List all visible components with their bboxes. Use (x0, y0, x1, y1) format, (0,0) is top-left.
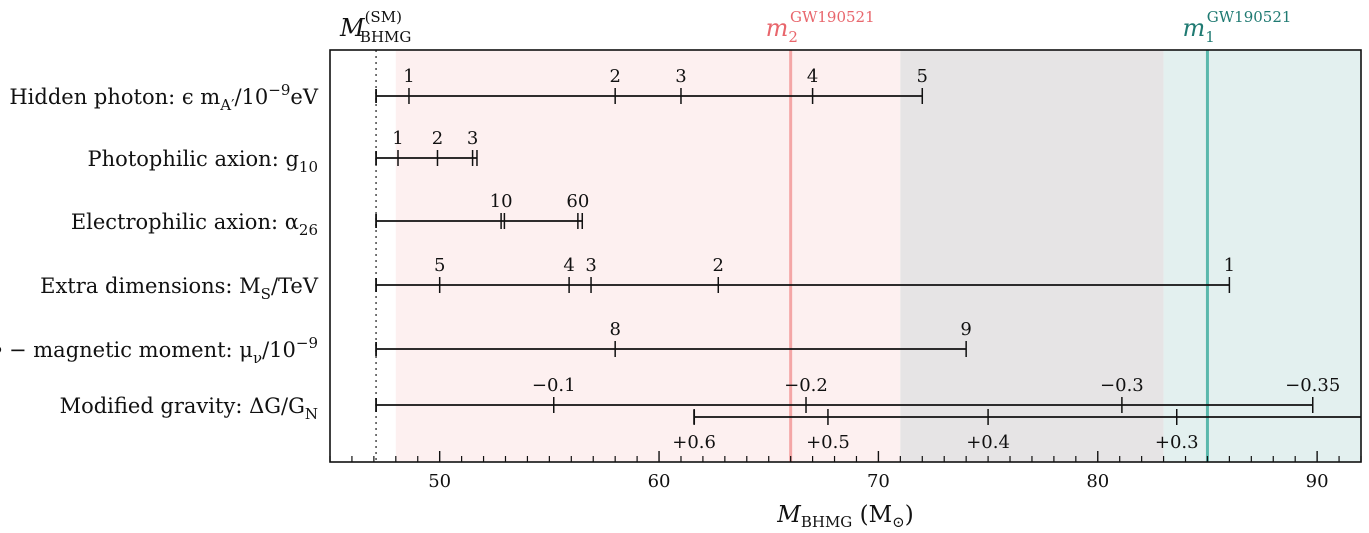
row-label-0: Hidden photon: ϵ mA′/10−9eV (9, 81, 318, 114)
row-5-mark-label-1: −0.2 (784, 375, 828, 396)
row-2-mark-label-2: 60 (566, 191, 589, 212)
x-tick-label-80: 80 (1086, 471, 1109, 492)
x-tick-label-50: 50 (428, 471, 451, 492)
x-tick-label-90: 90 (1306, 471, 1329, 492)
x-tick-label-60: 60 (648, 471, 671, 492)
row-5-positive-mark-label-2: +0.4 (966, 432, 1010, 453)
row-0-mark-label-0: 1 (403, 66, 414, 87)
row-3-mark-label-4: 1 (1224, 255, 1235, 276)
row-label-3: Extra dimensions: MS/TeV (40, 274, 319, 303)
row-3-mark-label-3: 2 (713, 255, 724, 276)
plot-frame (329, 49, 1362, 463)
row-5-positive-mark-label-0: +0.6 (672, 432, 716, 453)
row-label-5: Modified gravity: ΔG/GN (60, 394, 318, 423)
x-tick-label-70: 70 (867, 471, 890, 492)
row-4-mark-label-1: 9 (960, 319, 971, 340)
row-label-4: ν − magnetic moment: μν/10−9 (0, 334, 318, 367)
row-1-mark-label-2: 3 (467, 128, 478, 149)
row-1-mark-label-1: 2 (432, 128, 443, 149)
region-band-1 (900, 50, 1164, 462)
row-labels: Hidden photon: ϵ mA′/10−9eV Photophilic a… (0, 81, 319, 423)
model-rows: 1 2 3 4 51 2 310 605 4 3 2 18 9−0.1 −0.2 −0.3 −0.35+0.6… (375, 66, 1361, 453)
row-0-mark-label-1: 2 (609, 66, 620, 87)
sm-label: M(SM) BHMG (339, 8, 411, 46)
gw-label-m1: m1GW190521 (1182, 8, 1291, 46)
gw-label-m2: m2GW190521 (766, 8, 875, 46)
row-5-positive-mark-label-3: +0.3 (1155, 432, 1199, 453)
row-label-1: Photophilic axion: g10 (88, 147, 318, 176)
gw190521-mass-lines (789, 50, 1209, 462)
row-1-mark-label-0: 1 (392, 128, 403, 149)
row-0-mark-label-3: 4 (807, 66, 818, 87)
row-0-mark-label-2: 3 (675, 66, 686, 87)
row-3-mark-label-2: 3 (585, 255, 596, 276)
plot-axes: 50 60 70 80 90 (329, 49, 1362, 492)
row-5-mark-label-3: −0.35 (1285, 375, 1340, 396)
row-5-mark-label-2: −0.3 (1100, 375, 1144, 396)
row-3-mark-label-1: 4 (563, 255, 574, 276)
region-band-2 (1163, 50, 1361, 462)
mass-gap-regions (395, 50, 1361, 462)
row-label-2: Electrophilic axion: α26 (71, 210, 318, 239)
row-5-mark-label-0: −0.1 (532, 375, 576, 396)
row-0-mark-label-4: 5 (917, 66, 928, 87)
row-3-mark-label-0: 5 (434, 255, 445, 276)
x-axis-title: MBHMG (M⊙) (776, 502, 913, 531)
row-5-positive-mark-label-1: +0.5 (806, 432, 850, 453)
top-labels: m2GW190521 m1GW190521 M(SM) BHMG (339, 8, 1291, 46)
row-4-mark-label-0: 8 (609, 319, 620, 340)
region-band-0 (395, 50, 901, 462)
row-2-mark-label-0: 10 (490, 191, 513, 212)
